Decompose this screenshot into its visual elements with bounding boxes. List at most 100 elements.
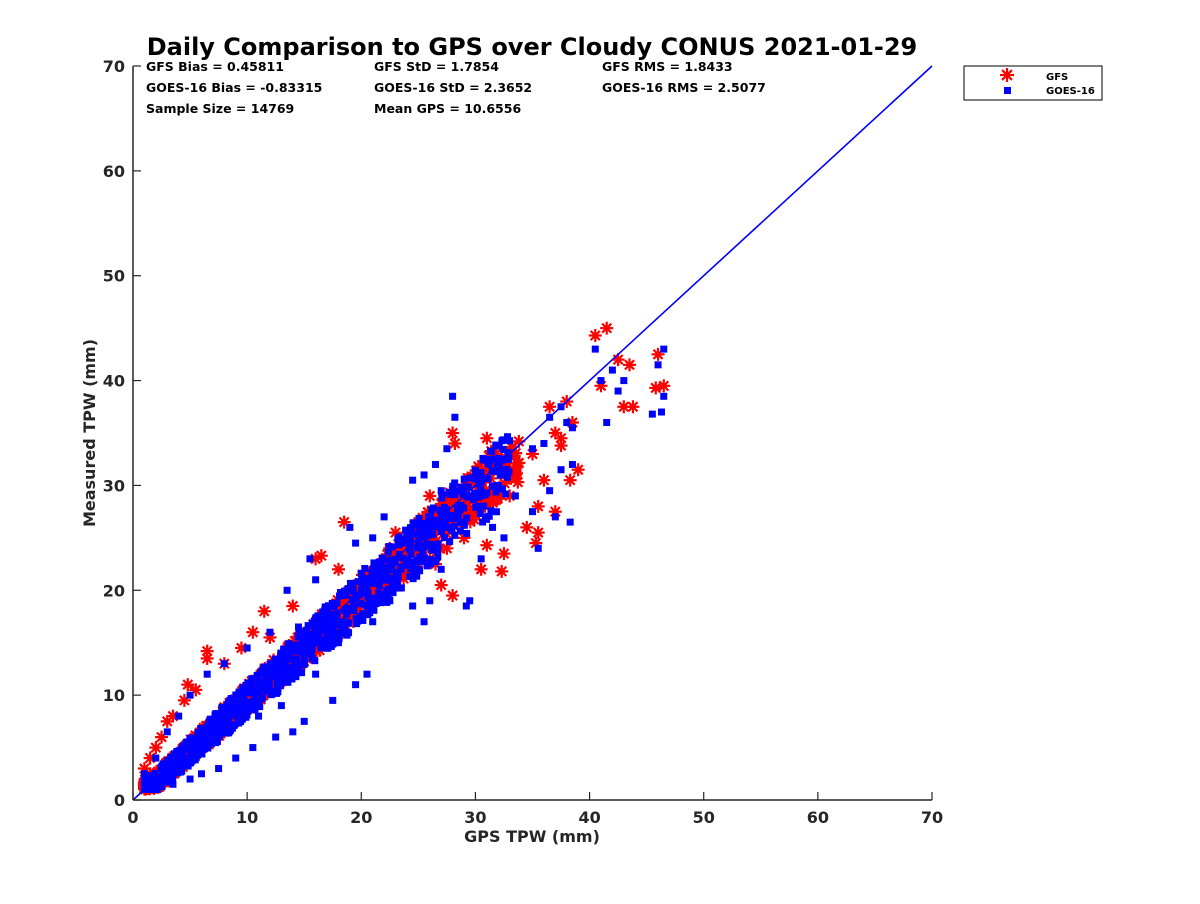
goes16-point: [620, 377, 627, 384]
goes16-point: [472, 467, 479, 474]
goes16-point: [204, 671, 211, 678]
gfs-point: [446, 427, 459, 440]
goes16-point: [461, 522, 468, 529]
goes16-point: [248, 675, 255, 682]
goes16-point: [312, 671, 319, 678]
gfs-point: [286, 600, 299, 613]
goes16-point: [569, 461, 576, 468]
goes16-point: [355, 578, 362, 585]
goes16-point: [244, 644, 251, 651]
goes16-point: [346, 524, 353, 531]
x-tick-label: 60: [807, 808, 829, 827]
goes16-point: [289, 728, 296, 735]
x-tick-label: 0: [127, 808, 138, 827]
goes16-point: [301, 718, 308, 725]
goes16-point: [394, 536, 401, 543]
goes16-point: [463, 530, 470, 537]
y-tick-label: 10: [103, 686, 125, 705]
goes16-point: [293, 656, 300, 663]
goes16-point: [216, 733, 223, 740]
goes16-point: [492, 488, 499, 495]
goes16-point: [438, 487, 445, 494]
goes16-point: [152, 755, 159, 762]
goes16-point: [359, 617, 366, 624]
goes16-point: [187, 776, 194, 783]
legend-gfs-marker: [1000, 68, 1014, 82]
gfs-point: [446, 589, 459, 602]
goes16-point: [660, 393, 667, 400]
goes16-point: [409, 477, 416, 484]
goes16-point: [255, 713, 262, 720]
goes16-point: [446, 538, 453, 545]
stat-gfs-rms: GFS RMS = 1.8433: [602, 59, 733, 74]
gfs-point: [600, 322, 613, 335]
goes16-point: [451, 414, 458, 421]
goes16-point: [306, 555, 313, 562]
goes16-point: [187, 692, 194, 699]
goes16-point: [301, 660, 308, 667]
stat-goes-std: GOES-16 StD = 2.3652: [374, 80, 532, 95]
goes16-point: [480, 503, 487, 510]
gfs-point: [532, 526, 545, 539]
goes16-point: [398, 566, 405, 573]
goes16-point: [394, 579, 401, 586]
goes16-point: [268, 691, 275, 698]
y-tick-label: 30: [103, 476, 125, 495]
goes16-point: [655, 361, 662, 368]
goes16-point: [363, 671, 370, 678]
goes16-point: [658, 409, 665, 416]
goes16-point: [455, 513, 462, 520]
goes16-point: [352, 681, 359, 688]
goes16-point: [463, 483, 470, 490]
goes16-point: [461, 476, 468, 483]
goes16-point: [321, 643, 328, 650]
goes16-point: [567, 519, 574, 526]
gfs-point: [649, 381, 662, 394]
gfs-point: [543, 400, 556, 413]
gfs-point: [520, 521, 533, 534]
goes16-point: [241, 708, 248, 715]
gfs-point: [589, 329, 602, 342]
goes16-point: [546, 487, 553, 494]
goes16-point: [504, 474, 511, 481]
goes16-point: [540, 440, 547, 447]
goes16-point: [319, 609, 326, 616]
gfs-point: [623, 358, 636, 371]
goes16-point: [429, 531, 436, 538]
gfs-point: [423, 489, 436, 502]
goes16-point: [535, 545, 542, 552]
gfs-point: [537, 474, 550, 487]
gfs-point: [512, 456, 525, 469]
stat-gfs-bias: GFS Bias = 0.45811: [146, 59, 284, 74]
goes16-point: [649, 411, 656, 418]
chart-title: Daily Comparison to GPS over Cloudy CONU…: [147, 33, 918, 61]
goes16-point: [406, 573, 413, 580]
goes16-point: [381, 513, 388, 520]
x-tick-label: 10: [236, 808, 258, 827]
goes16-point: [309, 620, 316, 627]
goes16-point: [311, 657, 318, 664]
goes16-point: [386, 597, 393, 604]
goes16-point: [197, 726, 204, 733]
gfs-point: [332, 563, 345, 576]
goes16-point: [421, 520, 428, 527]
goes16-point: [451, 491, 458, 498]
x-tick-label: 30: [464, 808, 486, 827]
goes16-point: [335, 639, 342, 646]
goes16-point: [352, 540, 359, 547]
goes16-point: [329, 600, 336, 607]
goes16-point: [427, 560, 434, 567]
goes16-point: [529, 445, 536, 452]
stat-sample-size: Sample Size = 14769: [146, 101, 294, 116]
goes16-point: [502, 490, 509, 497]
goes16-point: [221, 660, 228, 667]
goes16-point: [242, 714, 249, 721]
goes16-point: [272, 734, 279, 741]
goes16-point: [181, 742, 188, 749]
goes16-point: [233, 707, 240, 714]
goes16-point: [597, 377, 604, 384]
goes16-point: [437, 507, 444, 514]
goes16-point: [340, 592, 347, 599]
goes16-point: [260, 685, 267, 692]
